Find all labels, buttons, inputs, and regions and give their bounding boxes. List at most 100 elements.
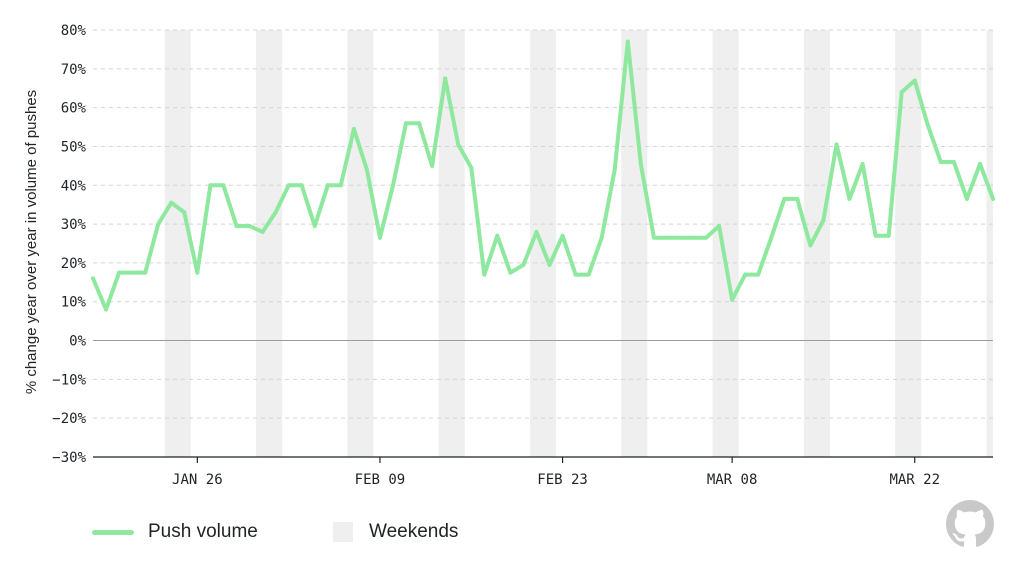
data-point (847, 196, 852, 201)
data-point (860, 161, 865, 166)
data-point (534, 229, 539, 234)
legend-weekends: Weekends (333, 517, 458, 547)
data-point (364, 167, 369, 172)
weekend-band (256, 30, 283, 457)
data-point (638, 161, 643, 166)
data-point (325, 183, 330, 188)
push-volume-line (91, 39, 995, 312)
data-point (143, 270, 148, 275)
weekend-bands (164, 30, 993, 457)
data-point (912, 78, 917, 83)
data-point (547, 262, 552, 267)
x-tick-label: MAR 08 (707, 472, 758, 488)
data-point (951, 159, 956, 164)
data-point (586, 272, 591, 277)
data-point (730, 297, 735, 302)
legend-push-label: Push volume (148, 521, 258, 542)
data-point (299, 183, 304, 188)
data-point (260, 229, 265, 234)
data-point (573, 272, 578, 277)
data-point (560, 233, 565, 238)
data-point (899, 90, 904, 95)
data-point (377, 235, 382, 240)
data-point (273, 210, 278, 215)
data-point (430, 163, 435, 168)
data-point (391, 183, 395, 188)
data-point (104, 307, 109, 312)
data-point (691, 235, 695, 240)
axes: 80% 70% 60% 50% 40% 30% 20% 10% 0% −10% −20% −30% JA… (52, 23, 993, 488)
data-point (208, 183, 213, 188)
data-point (456, 142, 461, 147)
data-point (234, 224, 239, 229)
y-tick-label: 70% (61, 62, 87, 78)
data-point (834, 142, 839, 147)
series-layer (91, 39, 995, 312)
data-point (286, 183, 291, 188)
data-point (873, 233, 878, 238)
y-tick-label: 80% (61, 23, 87, 39)
data-point (169, 200, 174, 205)
weekend-band (986, 30, 993, 457)
data-point (195, 270, 200, 275)
data-point (469, 165, 474, 170)
data-point (417, 121, 422, 126)
legend-push-volume: Push volume (92, 517, 258, 547)
x-tick-label: FEB 23 (537, 472, 588, 488)
data-point (925, 123, 930, 128)
data-point (156, 222, 161, 227)
data-point (91, 276, 95, 281)
y-tick-label: 50% (61, 139, 87, 155)
data-point (756, 272, 761, 277)
line-chart: 80% 70% 60% 50% 40% 30% 20% 10% 0% −10% −20% −30% JA… (23, 23, 995, 488)
y-tick-label: 40% (61, 178, 87, 194)
data-point (117, 270, 122, 275)
x-tick-label: FEB 09 (355, 472, 406, 488)
data-point (443, 76, 448, 81)
data-point (769, 235, 774, 240)
data-point (991, 196, 995, 201)
weekend-band (347, 30, 374, 457)
weekend-swatch (333, 522, 353, 542)
data-point (221, 183, 226, 188)
data-point (964, 196, 969, 201)
data-point (795, 196, 800, 201)
gridlines (93, 29, 993, 419)
y-tick-label: 30% (61, 217, 87, 233)
y-tick-label: 10% (61, 295, 87, 311)
data-point (599, 235, 604, 240)
data-point (404, 121, 409, 126)
data-point (312, 224, 317, 229)
data-point (612, 167, 617, 172)
y-tick-label: −10% (52, 372, 86, 388)
data-point (717, 224, 722, 229)
y-tick-label: −20% (52, 411, 86, 427)
data-point (886, 233, 891, 238)
y-tick-label: 60% (61, 101, 87, 117)
data-point (651, 235, 656, 240)
data-point (247, 224, 252, 229)
data-point (351, 126, 356, 131)
data-point (182, 210, 187, 215)
push-volume-swatch (92, 529, 134, 535)
data-point (821, 218, 826, 223)
data-point (495, 233, 500, 238)
x-tick-label: JAN 26 (172, 472, 223, 488)
y-tick-label: −30% (52, 450, 86, 466)
github-logo-icon (946, 500, 994, 547)
data-point (938, 159, 943, 164)
data-point (782, 196, 787, 201)
data-point (677, 235, 682, 240)
data-point (338, 183, 343, 188)
y-tick-label: 0% (69, 334, 86, 350)
legend-weekend-label: Weekends (369, 521, 459, 542)
y-axis-label: % change year over year in volume of pus… (23, 90, 40, 394)
data-point (704, 235, 709, 240)
data-point (664, 235, 669, 240)
data-point (808, 243, 813, 248)
data-point (482, 272, 487, 277)
data-point (508, 270, 513, 275)
weekend-band (164, 30, 191, 457)
weekend-band (803, 30, 830, 457)
data-point (977, 161, 982, 166)
